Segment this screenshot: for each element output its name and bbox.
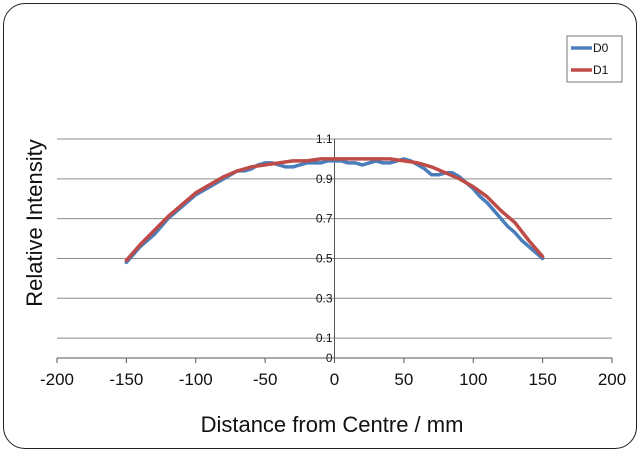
y-tick-label: 0.9 <box>316 172 333 186</box>
y-tick-label: 0.1 <box>316 331 333 345</box>
x-tick-label: 50 <box>394 370 413 389</box>
legend-label: D0 <box>593 41 609 55</box>
legend: D0 D1 <box>566 35 623 83</box>
series-lines <box>124 157 545 265</box>
y-tick-label: 1.1 <box>316 132 333 146</box>
chart-frame <box>3 3 637 449</box>
y-tick-label: 0.5 <box>316 251 333 265</box>
legend-label: D1 <box>593 63 609 77</box>
x-tick-label: -50 <box>253 370 278 389</box>
x-tick-label: -100 <box>179 370 213 389</box>
x-tick-label: -200 <box>40 370 74 389</box>
x-tick-label: 100 <box>459 370 487 389</box>
axes: 00.10.30.50.70.91.1-200 -150 -100 -50 0 50 100… <box>40 132 626 389</box>
x-tick-label: 0 <box>330 370 339 389</box>
series-line-d1 <box>124 157 545 263</box>
y-tick-label: 0.7 <box>316 212 333 226</box>
x-tick-label: 200 <box>598 370 626 389</box>
x-axis-title: Distance from Centre / mm <box>201 412 464 437</box>
y-axis-title: Relative Intensity <box>22 139 47 307</box>
y-tick-label: 0.3 <box>316 291 333 305</box>
legend-box <box>566 35 623 83</box>
x-tick-label: -150 <box>109 370 143 389</box>
x-tick-label: 150 <box>528 370 556 389</box>
